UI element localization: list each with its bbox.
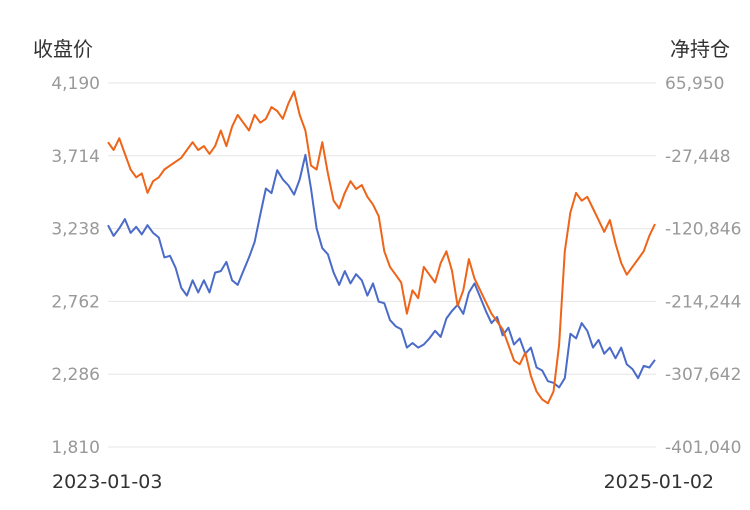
- net-position-line: [107, 90, 656, 405]
- grid-lines: [108, 82, 656, 448]
- right-tick-label: -27,448: [665, 147, 731, 167]
- close-price-line: [107, 153, 656, 389]
- right-axis-ticks: 65,950 -27,448 -120,846 -214,244 -307,642 -40…: [665, 74, 741, 458]
- left-tick-label: 3,714: [51, 147, 100, 167]
- left-tick-label: 2,286: [51, 365, 100, 385]
- series-lines: [107, 90, 656, 405]
- left-tick-label: 4,190: [51, 74, 100, 94]
- left-axis-title: 收盘价: [33, 37, 93, 61]
- right-tick-label: -401,040: [665, 438, 741, 458]
- right-axis-title: 净持仓: [670, 37, 730, 61]
- right-tick-label: -307,642: [665, 365, 741, 385]
- x-tick-start: 2023-01-03: [52, 471, 162, 493]
- left-axis-ticks: 4,190 3,714 3,238 2,762 2,286 1,810: [51, 74, 100, 458]
- right-tick-label: -120,846: [665, 220, 741, 240]
- left-tick-label: 2,762: [51, 292, 100, 312]
- left-tick-label: 1,810: [51, 438, 100, 458]
- right-tick-label: -214,244: [665, 292, 741, 312]
- x-tick-end: 2025-01-02: [604, 471, 714, 493]
- left-tick-label: 3,238: [51, 220, 100, 240]
- right-tick-label: 65,950: [665, 74, 724, 94]
